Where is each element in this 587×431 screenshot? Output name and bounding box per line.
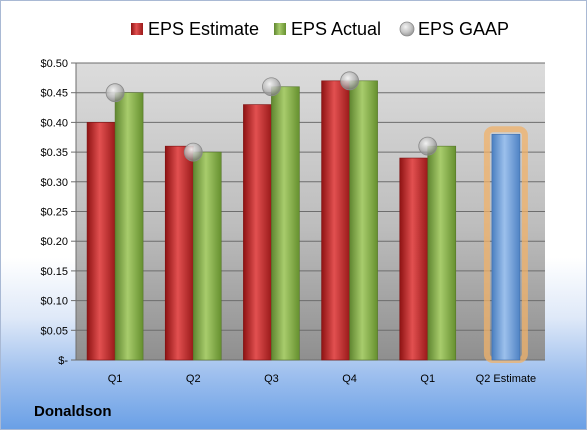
x-tick-label: Q4 — [342, 373, 357, 385]
bar-eps-estimate — [321, 80, 350, 361]
bar-eps-actual — [349, 80, 378, 361]
bar-eps-estimate — [399, 157, 429, 361]
eps-gaap-marker — [183, 142, 203, 162]
legend-swatch — [274, 23, 286, 35]
y-tick-label: $- — [58, 355, 68, 367]
company-name: Donaldson — [34, 403, 112, 420]
legend-swatch — [399, 21, 415, 37]
bar-eps-estimate — [86, 122, 116, 361]
eps-gaap-marker — [418, 136, 438, 156]
legend-label: EPS GAAP — [418, 19, 509, 39]
y-tick-label: $0.10 — [40, 296, 68, 308]
legend-label: EPS Actual — [291, 19, 381, 39]
bar-eps-actual — [114, 92, 144, 361]
legend-swatch — [131, 23, 143, 35]
y-tick-label: $0.25 — [40, 207, 68, 219]
x-tick-label: Q3 — [264, 373, 279, 385]
eps-gaap-marker — [262, 77, 281, 97]
y-tick-label: $0.35 — [40, 147, 68, 159]
eps-gaap-marker — [340, 71, 359, 91]
y-tick-label: $0.05 — [40, 325, 68, 337]
y-tick-label: $0.20 — [40, 236, 68, 248]
eps-gaap-marker — [105, 83, 125, 103]
bar-eps-actual — [271, 86, 300, 361]
bar-eps-estimate — [243, 104, 272, 361]
y-tick-label: $0.45 — [40, 88, 68, 100]
bar-eps-actual — [427, 145, 457, 361]
x-tick-label: Q2 — [186, 373, 201, 385]
x-tick-label: Q1 — [108, 373, 123, 385]
x-tick-label: Q2 Estimate — [476, 373, 537, 385]
bar-eps-actual — [192, 151, 222, 361]
y-tick-label: $0.15 — [40, 266, 68, 278]
legend-label: EPS Estimate — [148, 19, 259, 39]
bar-eps-estimate — [164, 145, 194, 361]
y-tick-label: $0.40 — [40, 117, 68, 129]
y-tick-label: $0.50 — [40, 58, 68, 70]
y-tick-label: $0.30 — [40, 177, 68, 189]
bar-q2-estimate — [491, 133, 521, 361]
x-tick-label: Q1 — [420, 373, 435, 385]
